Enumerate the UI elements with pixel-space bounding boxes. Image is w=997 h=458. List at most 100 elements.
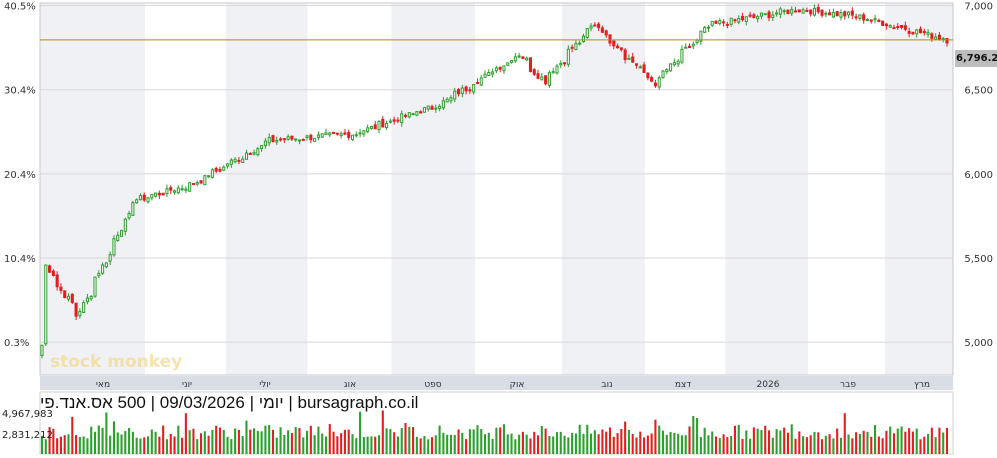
candle-body <box>517 55 521 58</box>
volume-bar <box>260 431 263 454</box>
candle-body <box>661 70 665 79</box>
candle-body <box>767 11 771 19</box>
volume-bar <box>253 428 256 454</box>
candle-body <box>407 112 411 118</box>
candle-body <box>154 192 158 197</box>
candle-body <box>85 297 89 303</box>
candle-body <box>756 15 760 20</box>
candle-body <box>884 23 888 27</box>
volume-bar <box>911 431 914 454</box>
volume-bar <box>226 436 229 454</box>
candle-body <box>59 286 63 291</box>
candle-body <box>369 126 373 129</box>
candle-body <box>426 105 430 110</box>
candle-body <box>350 134 355 140</box>
candle-body <box>619 47 623 51</box>
volume-bar <box>154 431 157 454</box>
candle-body <box>672 62 676 66</box>
candle-body <box>775 12 779 15</box>
volume-bar <box>885 430 888 454</box>
volume-bar <box>764 425 767 454</box>
volume-bar <box>745 430 748 454</box>
candle-body <box>203 175 207 186</box>
candle-body <box>930 33 934 39</box>
candle-body <box>793 10 798 13</box>
candle-body <box>877 19 881 23</box>
volume-bar <box>389 429 392 454</box>
candle-body <box>172 190 177 193</box>
candle-body <box>214 168 218 172</box>
volume-bar <box>590 433 593 454</box>
candle-body <box>51 270 55 277</box>
volume-bar <box>457 429 460 454</box>
candle-body <box>66 295 71 300</box>
volume-bar <box>400 427 403 454</box>
candle-body <box>669 63 673 72</box>
volume-bar <box>381 410 384 454</box>
volume-bar <box>237 429 240 454</box>
month-label: מאי <box>96 380 110 390</box>
volume-bar <box>502 424 506 454</box>
volume-bar <box>169 433 172 454</box>
volume-bar <box>404 423 407 454</box>
volume-bar <box>889 426 892 454</box>
candle-body <box>400 113 404 124</box>
candle-body <box>244 152 249 160</box>
volume-bar <box>817 432 820 454</box>
candle-body <box>415 111 419 116</box>
candle-body <box>691 43 695 47</box>
watermark-logo: stock monkey <box>50 352 183 372</box>
candle-body <box>797 9 801 13</box>
candle-body <box>491 71 495 75</box>
candle-body <box>449 97 453 102</box>
volume-bar <box>446 434 449 454</box>
candle-body <box>176 187 180 194</box>
candle-body <box>191 183 196 186</box>
candle-body <box>445 98 449 103</box>
month-band <box>885 3 953 375</box>
volume-bar <box>203 431 206 454</box>
volume-bar <box>904 431 907 454</box>
volume-bar <box>105 412 108 454</box>
candle-body <box>441 100 445 109</box>
volume-bar <box>908 428 911 454</box>
volume-bar <box>646 435 649 454</box>
candle-body <box>241 158 245 163</box>
candle-body <box>835 11 839 17</box>
candle-body <box>343 132 347 135</box>
volume-bar <box>597 434 600 454</box>
candle-body <box>536 73 540 79</box>
candle-body <box>809 9 813 15</box>
volume-bar <box>506 434 509 454</box>
volume-bar <box>355 438 358 454</box>
candle-body <box>782 10 786 13</box>
volume-bar <box>143 437 146 454</box>
volume-bar <box>131 431 134 454</box>
candle-body <box>771 14 775 18</box>
volume-bar <box>343 429 346 454</box>
volume-bar <box>790 424 793 454</box>
candle-body <box>263 140 267 147</box>
candle-body <box>309 134 313 141</box>
volume-bar <box>249 429 252 454</box>
volume-bar <box>234 428 237 454</box>
candle-body <box>97 272 101 277</box>
candle-body <box>373 124 377 130</box>
candle-body <box>195 182 199 185</box>
month-label: דצמ <box>675 380 691 390</box>
volume-bar <box>97 425 100 454</box>
volume-bar <box>627 429 630 454</box>
candle-body <box>843 11 847 17</box>
candle-body <box>116 234 120 241</box>
volume-bar <box>472 429 475 454</box>
candle-body <box>297 139 302 142</box>
candle-body <box>778 8 782 15</box>
volume-bar <box>150 429 153 454</box>
volume-bar <box>499 427 502 454</box>
candle-body <box>252 152 256 155</box>
volume-bar <box>771 437 774 454</box>
volume-bar <box>419 438 422 454</box>
candle-body <box>169 187 173 191</box>
candle-body <box>464 86 468 92</box>
candle-body <box>347 131 351 138</box>
